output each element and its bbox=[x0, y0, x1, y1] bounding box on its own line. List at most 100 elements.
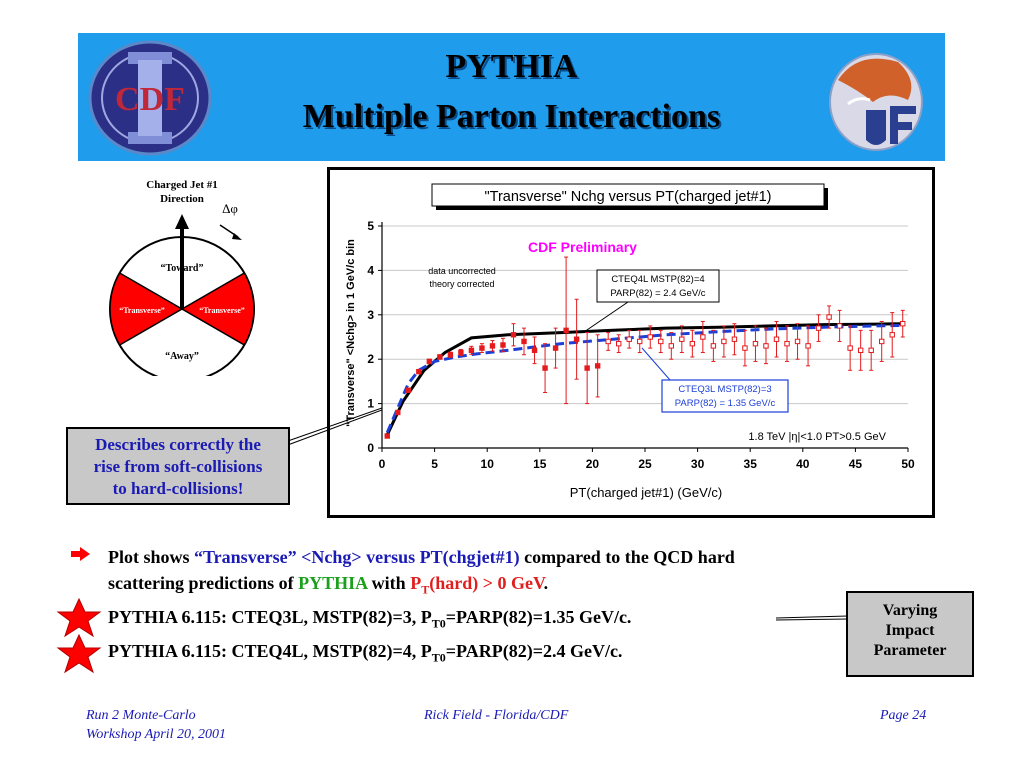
data-point bbox=[869, 348, 873, 352]
data-point bbox=[880, 339, 884, 343]
x-tick-label: 40 bbox=[796, 457, 810, 471]
cteq3l-label-1: CTEQ3L MSTP(82)=3 bbox=[678, 384, 771, 395]
x-tick-label: 5 bbox=[431, 457, 438, 471]
chart: "Transverse" Nchg versus PT(charged jet#… bbox=[330, 170, 926, 509]
y-tick-label: 2 bbox=[367, 352, 374, 366]
data-point bbox=[690, 341, 694, 345]
data-point bbox=[743, 346, 747, 350]
data-point bbox=[459, 350, 463, 354]
data-point bbox=[827, 315, 831, 319]
data-point bbox=[722, 339, 726, 343]
cteq4l-curve bbox=[387, 324, 902, 435]
footer-page: Page 24 bbox=[880, 708, 926, 724]
callout-left-line-2: rise from soft-collisions bbox=[68, 456, 288, 478]
data-point bbox=[648, 335, 652, 339]
bullet-cteq4l: PYTHIA 6.115: CTEQ4L, MSTP(82)=4, PT0=PA… bbox=[108, 641, 828, 666]
data-point bbox=[858, 348, 862, 352]
data-point bbox=[585, 366, 589, 370]
x-tick-label: 0 bbox=[379, 457, 386, 471]
callout-connector bbox=[280, 400, 390, 450]
cteq4l-label-1: CTEQ4L MSTP(82)=4 bbox=[611, 274, 704, 285]
data-point bbox=[764, 344, 768, 348]
data-point bbox=[680, 337, 684, 341]
data-point bbox=[848, 346, 852, 350]
note-corrected: theory corrected bbox=[429, 279, 494, 289]
bullet-highlight-transverse: “Transverse” <Nchg> versus PT(chgjet#1) bbox=[194, 547, 520, 567]
data-point bbox=[669, 344, 673, 348]
cdf-preliminary-label: CDF Preliminary bbox=[528, 239, 637, 255]
data-point bbox=[595, 364, 599, 368]
diagram-caption-2: Direction bbox=[160, 193, 204, 205]
data-point bbox=[438, 355, 442, 359]
x-tick-label: 20 bbox=[586, 457, 600, 471]
data-point bbox=[532, 348, 536, 352]
bullet-line-2: scattering predictions of PYTHIA with PT… bbox=[108, 573, 908, 598]
data-point bbox=[785, 341, 789, 345]
diagram-caption-1: Charged Jet #1 bbox=[146, 179, 218, 191]
footer-left-2: Workshop April 20, 2001 bbox=[86, 727, 226, 743]
x-tick-label: 50 bbox=[901, 457, 915, 471]
y-tick-label: 3 bbox=[367, 308, 374, 322]
away-label: “Away” bbox=[165, 351, 199, 362]
varying-connector bbox=[774, 612, 850, 624]
y-axis-label: "Transverse" <Nchg> in 1 GeV/c bin bbox=[345, 239, 357, 427]
data-point bbox=[427, 359, 431, 363]
callout-left-line-3: to hard-collisions! bbox=[68, 478, 288, 500]
y-tick-label: 5 bbox=[367, 219, 374, 233]
callout-right-line-3: Parameter bbox=[848, 641, 972, 661]
dphi-label: Δφ bbox=[222, 201, 238, 216]
data-point bbox=[448, 353, 452, 357]
footer-left-1: Run 2 Monte-Carlo bbox=[86, 708, 196, 724]
cteq4l-label-2: PARP(82) = 2.4 GeV/c bbox=[610, 288, 705, 299]
data-point bbox=[469, 348, 473, 352]
chart-title: "Transverse" Nchg versus PT(charged jet#… bbox=[485, 189, 772, 205]
red-star-icon bbox=[56, 598, 102, 638]
jet-direction-arrow-icon bbox=[175, 214, 189, 229]
page-title: PYTHIA bbox=[78, 48, 945, 86]
cuts-label: 1.8 TeV |η|<1.0 PT>0.5 GeV bbox=[748, 431, 886, 443]
data-point bbox=[480, 346, 484, 350]
callout-varying-impact: Varying Impact Parameter bbox=[846, 591, 974, 677]
data-point bbox=[753, 341, 757, 345]
y-tick-label: 4 bbox=[367, 263, 374, 277]
arrow-bullet-icon bbox=[70, 546, 92, 562]
data-point bbox=[522, 339, 526, 343]
transverse-left-label: “Transverse” bbox=[119, 306, 165, 315]
data-point bbox=[795, 339, 799, 343]
bullet-highlight-pythia: PYTHIA bbox=[298, 573, 367, 593]
callout-right-line-1: Varying bbox=[848, 601, 972, 621]
red-star-icon bbox=[56, 634, 102, 674]
data-point bbox=[543, 366, 547, 370]
bullet-cteq3l: PYTHIA 6.115: CTEQ3L, MSTP(82)=3, PT0=PA… bbox=[108, 607, 828, 632]
data-point bbox=[417, 369, 421, 373]
data-point bbox=[816, 326, 820, 330]
callout-soft-to-hard: Describes correctly the rise from soft-c… bbox=[66, 427, 290, 505]
data-point bbox=[711, 344, 715, 348]
toward-label: “Toward” bbox=[161, 263, 204, 274]
data-point bbox=[701, 335, 705, 339]
page-subtitle: Multiple Parton Interactions bbox=[78, 98, 945, 136]
x-tick-label: 35 bbox=[744, 457, 758, 471]
data-point bbox=[837, 324, 841, 328]
data-point bbox=[638, 339, 642, 343]
x-tick-label: 30 bbox=[691, 457, 705, 471]
data-point bbox=[774, 337, 778, 341]
jet-region-diagram: Charged Jet #1 Direction Δφ “Toward” “Tr… bbox=[100, 176, 270, 376]
data-point bbox=[511, 333, 515, 337]
note-uncorrected: data uncorrected bbox=[428, 266, 496, 276]
data-point bbox=[732, 337, 736, 341]
data-point bbox=[501, 343, 505, 347]
data-point bbox=[659, 339, 663, 343]
data-point bbox=[617, 341, 621, 345]
x-tick-label: 25 bbox=[638, 457, 652, 471]
data-point bbox=[490, 344, 494, 348]
data-point bbox=[606, 339, 610, 343]
data-point bbox=[406, 388, 410, 392]
footer-center: Rick Field - Florida/CDF bbox=[424, 708, 568, 724]
x-tick-label: 15 bbox=[533, 457, 547, 471]
cteq3l-label-2: PARP(82) = 1.35 GeV/c bbox=[675, 398, 776, 409]
x-tick-label: 45 bbox=[849, 457, 863, 471]
x-axis-label: PT(charged jet#1) (GeV/c) bbox=[570, 485, 722, 500]
data-point bbox=[564, 328, 568, 332]
callout-left-line-1: Describes correctly the bbox=[68, 434, 288, 456]
